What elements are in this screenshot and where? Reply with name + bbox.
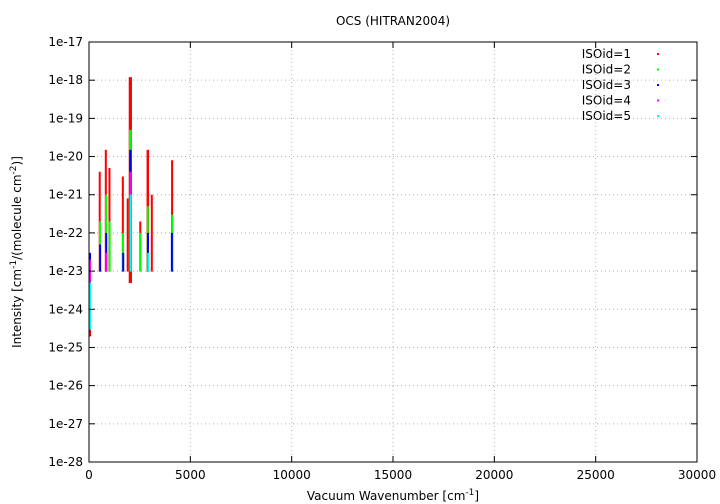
legend-label: ISOid=3 <box>582 78 631 92</box>
data-band <box>122 252 125 272</box>
legend-label: ISOid=1 <box>582 47 631 61</box>
series-5 <box>89 194 150 330</box>
y-tick-label: 1e-21 <box>48 188 83 202</box>
data-band <box>126 198 129 272</box>
axis-ticks: 1e-28 1e-27 1e-26 1e-25 1e-24 1e-23 1e-22 1e-21… <box>48 35 716 482</box>
x-tick-label: 30000 <box>678 468 716 482</box>
x-tick-label: 5000 <box>175 468 206 482</box>
data-band <box>105 252 108 272</box>
data-band <box>108 221 111 272</box>
x-tick-label: 20000 <box>475 468 513 482</box>
legend-swatch <box>657 99 659 102</box>
x-axis-label: Vacuum Wavenumber [cm-1] <box>307 488 479 503</box>
data-band <box>89 282 91 330</box>
data-band <box>147 252 150 272</box>
data-band <box>129 194 132 272</box>
x-tick-label: 25000 <box>577 468 615 482</box>
y-tick-label: 1e-24 <box>48 302 83 316</box>
data-band <box>89 259 91 292</box>
data-band <box>121 176 124 272</box>
y-tick-label: 1e-25 <box>48 340 83 354</box>
x-tick-label: 15000 <box>374 468 412 482</box>
y-tick-label: 1e-28 <box>48 455 83 469</box>
x-tick-label: 10000 <box>273 468 311 482</box>
y-tick-label: 1e-19 <box>48 111 83 125</box>
y-tick-label: 1e-18 <box>48 73 83 87</box>
data-band <box>146 232 149 272</box>
legend-swatch <box>657 84 659 86</box>
y-tick-label: 1e-20 <box>48 150 83 164</box>
y-tick-label: 1e-22 <box>48 226 83 240</box>
legend-label: ISOid=5 <box>582 109 631 123</box>
data-band <box>150 194 153 272</box>
data-band <box>105 232 108 272</box>
legend-swatch <box>657 53 659 55</box>
y-tick-label: 1e-26 <box>48 379 83 393</box>
data-band <box>108 168 111 272</box>
legend-swatch <box>657 115 659 117</box>
x-tick-label: 0 <box>85 468 93 482</box>
y-tick-label: 1e-23 <box>48 264 83 278</box>
data-band <box>122 232 125 272</box>
legend-label: ISOid=2 <box>582 63 631 77</box>
y-tick-label: 1e-27 <box>48 417 83 431</box>
y-axis-label: Intensity [cm-1/(molecule cm-2)] <box>9 156 24 348</box>
legend-swatch <box>657 68 659 71</box>
data-band <box>139 232 142 272</box>
data-band <box>170 232 173 272</box>
grid <box>89 42 697 462</box>
y-tick-label: 1e-17 <box>48 35 83 49</box>
data-band <box>99 244 102 272</box>
chart-title: OCS (HITRAN2004) <box>336 14 450 28</box>
data-area <box>89 77 174 337</box>
legend-label: ISOid=4 <box>582 94 631 108</box>
